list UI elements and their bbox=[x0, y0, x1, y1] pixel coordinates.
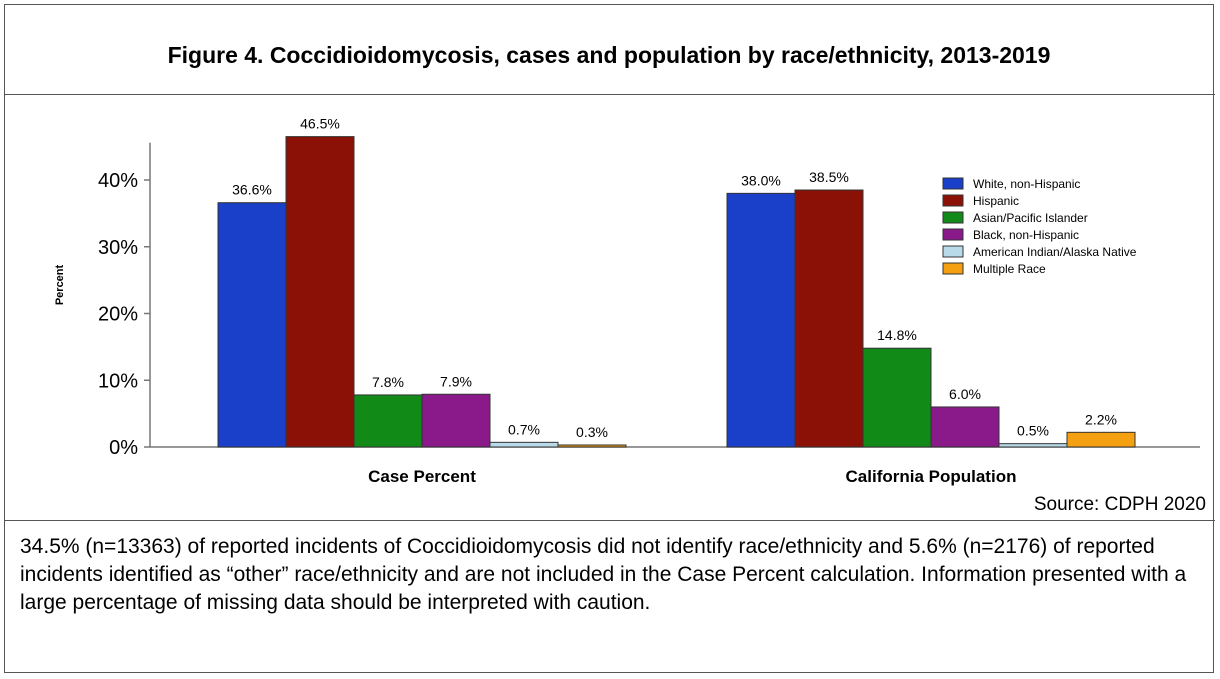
data-label: 38.0% bbox=[741, 172, 781, 188]
bar bbox=[726, 192, 796, 448]
bar bbox=[421, 393, 491, 448]
legend-swatch bbox=[942, 177, 964, 190]
y-tick-label: 20% bbox=[98, 304, 138, 326]
bar-chart: 0% 10% 20% 30% 40% Percent Case Percent Califor… bbox=[54, 116, 1200, 486]
legend-label: Multiple Race bbox=[973, 262, 1046, 276]
bar bbox=[557, 444, 627, 448]
legend-swatch bbox=[942, 245, 964, 258]
y-tick-label: 30% bbox=[98, 237, 138, 259]
bar bbox=[489, 441, 559, 448]
data-label: 2.2% bbox=[1085, 411, 1117, 427]
data-label: 38.5% bbox=[809, 169, 849, 185]
bar bbox=[285, 136, 355, 448]
bar bbox=[353, 394, 423, 448]
legend-label: American Indian/Alaska Native bbox=[973, 245, 1137, 259]
data-label: 14.8% bbox=[877, 327, 917, 343]
x-category-label: Case Percent bbox=[368, 467, 476, 486]
figure-frame bbox=[4, 4, 1214, 673]
data-label: 7.9% bbox=[440, 373, 472, 389]
chart-legend: White, non-Hispanic Hispanic Asian/Pacific… bbox=[942, 177, 1137, 276]
footnote-text: 34.5% (n=13363) of reported incidents of… bbox=[20, 535, 1187, 614]
bar bbox=[1066, 431, 1136, 448]
source-note: Source: CDPH 2020 bbox=[1033, 494, 1206, 515]
data-label: 0.5% bbox=[1017, 423, 1049, 439]
y-tick-label: 10% bbox=[98, 370, 138, 392]
footnote-divider bbox=[5, 520, 1215, 521]
data-label: 7.8% bbox=[372, 374, 404, 390]
y-axis-title: Percent bbox=[54, 264, 66, 305]
bar bbox=[217, 202, 287, 448]
data-label: 36.6% bbox=[232, 182, 272, 198]
bar bbox=[998, 443, 1068, 448]
legend-label: Hispanic bbox=[973, 194, 1019, 208]
data-label: 46.5% bbox=[300, 116, 340, 132]
legend-swatch bbox=[942, 194, 964, 207]
x-category-label: California Population bbox=[846, 467, 1017, 486]
legend-label: Black, non-Hispanic bbox=[973, 228, 1079, 242]
legend-label: White, non-Hispanic bbox=[973, 177, 1080, 191]
legend-swatch bbox=[942, 228, 964, 241]
data-label: 0.3% bbox=[576, 424, 608, 440]
data-label: 0.7% bbox=[508, 421, 540, 437]
legend-label: Asian/Pacific Islander bbox=[973, 211, 1088, 225]
title-divider bbox=[5, 94, 1215, 95]
bar bbox=[862, 347, 932, 448]
legend-swatch bbox=[942, 262, 964, 275]
chart-axes: 0% 10% 20% 30% 40% Percent Case Percent Califor… bbox=[54, 142, 1200, 486]
legend-swatch bbox=[942, 211, 964, 224]
y-tick-label: 0% bbox=[109, 437, 138, 459]
chart-bars: 36.6% 46.5% 7.8% 7.9% 0.7% 0.3% 38.0% 38.5% 14.8… bbox=[217, 116, 1136, 448]
y-tick-label: 40% bbox=[98, 170, 138, 192]
bar bbox=[794, 189, 864, 448]
data-label: 6.0% bbox=[949, 386, 981, 402]
figure-title: Figure 4. Coccidioidomycosis, cases and … bbox=[167, 42, 1051, 68]
bar bbox=[930, 406, 1000, 448]
